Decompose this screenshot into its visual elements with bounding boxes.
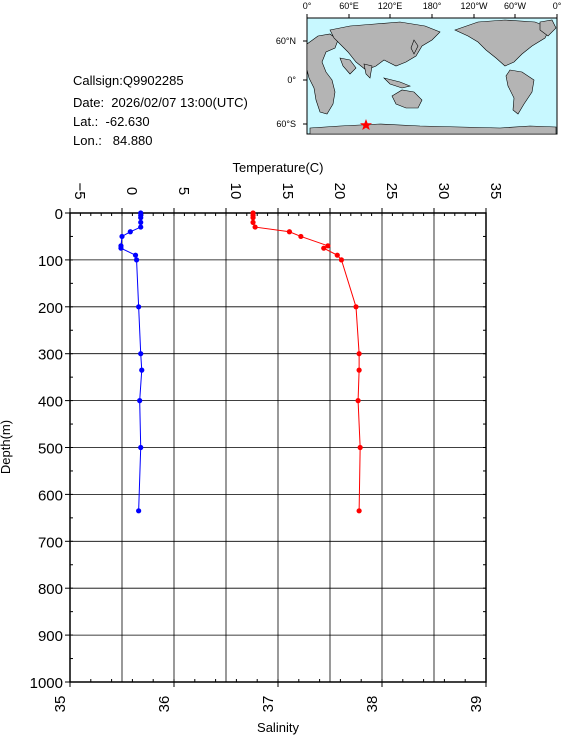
profile-point-1 bbox=[136, 304, 142, 310]
profile-point-2 bbox=[355, 398, 361, 404]
depth-tick-label: 800 bbox=[38, 581, 63, 598]
latitude-label: Lat.: -62.630 bbox=[73, 114, 150, 129]
temperature-tick-label: −5 bbox=[71, 182, 88, 199]
depth-tick-label: 600 bbox=[38, 487, 63, 504]
map-land-asia bbox=[329, 21, 441, 71]
profile-point-2 bbox=[356, 508, 362, 514]
depth-tick-label: 400 bbox=[38, 394, 63, 411]
profile-point-1 bbox=[136, 508, 142, 514]
salinity-tick-label: 39 bbox=[468, 696, 485, 713]
profile-point-2 bbox=[357, 444, 363, 451]
depth-tick-label: 100 bbox=[38, 253, 63, 270]
profile-point-1 bbox=[138, 219, 144, 225]
map-land-south-america bbox=[505, 69, 535, 115]
temperature-tick-label: 30 bbox=[435, 183, 452, 200]
map-lon-label: 60°E bbox=[339, 1, 359, 11]
profile-point-2 bbox=[298, 233, 304, 240]
profile-point-2 bbox=[338, 257, 345, 263]
profile-point-2 bbox=[353, 304, 359, 310]
profile-point-1 bbox=[127, 229, 133, 235]
location-map: 0° 60°E 120°E 180° 120°W 60°W 0° 60°N 0° 60°S bbox=[276, 1, 562, 135]
map-land-north-america bbox=[454, 19, 551, 67]
depth-tick-label: 0 bbox=[55, 206, 63, 223]
salinity-axis-title: Salinity bbox=[257, 720, 299, 735]
profile-point-2 bbox=[334, 252, 340, 258]
temperature-tick-label: 15 bbox=[279, 183, 296, 200]
profile-point-1 bbox=[133, 257, 140, 263]
profile-point-1 bbox=[132, 252, 139, 258]
map-lon-label: 60°W bbox=[504, 1, 527, 11]
profile-point-1 bbox=[138, 444, 144, 451]
map-lat-label: 60°S bbox=[276, 119, 296, 129]
profile-point-1 bbox=[138, 351, 144, 357]
plot-grid bbox=[70, 213, 486, 682]
profile-point-2 bbox=[250, 219, 256, 225]
profile-point-1 bbox=[119, 233, 125, 240]
map-lon-label: 0° bbox=[303, 1, 312, 11]
map-land-arabia-india bbox=[339, 57, 373, 79]
map-land-japan bbox=[410, 39, 419, 55]
profile-point-2 bbox=[286, 229, 293, 235]
profile-point-2 bbox=[252, 224, 258, 230]
depth-tick-label: 200 bbox=[38, 300, 63, 317]
temperature-tick-label: 20 bbox=[331, 183, 348, 200]
temperature-axis-title: Temperature(C) bbox=[232, 160, 323, 175]
profile-point-1 bbox=[118, 245, 124, 251]
temperature-tick-label: 25 bbox=[383, 183, 400, 200]
profile-point-2 bbox=[356, 351, 362, 357]
depth-tick-label: 300 bbox=[38, 347, 63, 364]
profile-point-1 bbox=[138, 215, 144, 221]
profile-point-1 bbox=[138, 224, 144, 230]
profile-point-1 bbox=[139, 367, 145, 373]
map-lon-label: 0° bbox=[553, 1, 562, 11]
map-land-greenland bbox=[539, 19, 557, 37]
callsign-label: Callsign:Q9902285 bbox=[73, 73, 184, 88]
star-icon bbox=[360, 119, 372, 130]
depth-tick-label: 1000 bbox=[30, 675, 63, 692]
date-label: Date: 2026/02/07 13:00(UTC) bbox=[73, 95, 248, 110]
profile-point-2 bbox=[325, 243, 331, 249]
map-lat-label: 0° bbox=[287, 75, 296, 85]
longitude-label: Lon.: 84.880 bbox=[73, 133, 153, 148]
depth-tick-label: 900 bbox=[38, 628, 63, 645]
depth-tick-label: 500 bbox=[38, 441, 63, 458]
map-lon-label: 120°E bbox=[378, 1, 403, 11]
temperature-tick-label: 0 bbox=[123, 187, 140, 195]
salinity-tick-label: 38 bbox=[364, 696, 381, 713]
salinity-tick-label: 36 bbox=[156, 696, 173, 713]
map-lon-label: 120°W bbox=[460, 1, 488, 11]
map-land-indonesia bbox=[383, 77, 411, 89]
map-lon-label: 180° bbox=[423, 1, 442, 11]
profile-point-2 bbox=[250, 215, 256, 221]
salinity-tick-label: 35 bbox=[52, 696, 69, 713]
profile-point-1 bbox=[137, 398, 143, 404]
temperature-tick-label: 35 bbox=[487, 183, 504, 200]
map-lat-label: 60°N bbox=[276, 36, 296, 46]
depth-axis-title: Depth(m) bbox=[0, 420, 13, 474]
temperature-tick-label: 5 bbox=[175, 187, 192, 195]
map-land-australia bbox=[391, 89, 423, 109]
salinity-tick-label: 37 bbox=[260, 696, 277, 713]
depth-tick-label: 700 bbox=[38, 534, 63, 551]
profile-point-2 bbox=[321, 245, 327, 251]
profile-point-2 bbox=[356, 367, 362, 373]
temperature-tick-label: 10 bbox=[227, 183, 244, 200]
